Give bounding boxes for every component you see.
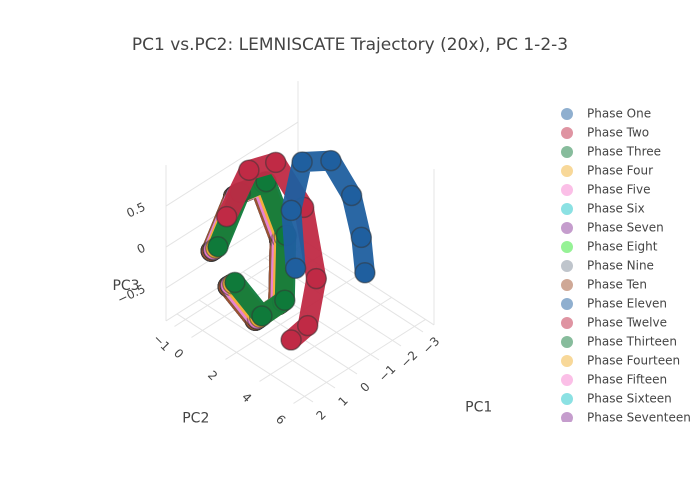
z-tick-label: 0 <box>135 241 148 257</box>
legend-label: Phase Two <box>587 126 649 140</box>
legend-label: Phase Three <box>587 145 661 159</box>
grid-line <box>293 318 426 404</box>
legend-marker <box>561 222 573 234</box>
legend-marker <box>561 203 573 215</box>
legend-marker <box>561 241 573 253</box>
point <box>296 314 319 337</box>
legend-label: Phase Fourteen <box>587 354 680 368</box>
x-tick-label: 0 <box>357 380 372 395</box>
legend-label: Phase One <box>587 107 651 121</box>
legend-marker <box>561 298 573 310</box>
point <box>224 271 246 294</box>
point <box>274 289 296 312</box>
point <box>305 267 328 290</box>
legend-label: Phase Ten <box>587 278 647 292</box>
legend-label: Phase Twelve <box>587 316 667 330</box>
point <box>284 257 307 280</box>
legend-marker <box>561 412 573 422</box>
legend-marker <box>561 393 573 405</box>
y-tick-label: 2 <box>205 368 220 383</box>
legend-label: Phase Nine <box>587 259 654 273</box>
legend-label: Phase Eleven <box>587 297 667 311</box>
legend: Phase One Phase Two Phase Three Phase Four P… <box>561 107 691 425</box>
legend-label: Phase Five <box>587 183 651 197</box>
point <box>291 151 313 173</box>
y-tick-label: 6 <box>273 412 288 427</box>
x-tick-label: 2 <box>313 408 328 423</box>
legend-marker <box>561 374 573 386</box>
y-tick-label: 4 <box>239 390 254 405</box>
y-axis-title: PC2 <box>182 410 209 426</box>
grid-line <box>165 121 299 207</box>
point <box>320 149 342 172</box>
grid-line <box>176 313 314 403</box>
x-tick-label: 1 <box>335 394 350 409</box>
legend-label: Phase Fifteen <box>587 373 667 387</box>
z-tick-label: 0.5 <box>124 200 147 221</box>
y-tick-label: 0 <box>171 346 186 361</box>
point <box>340 184 363 207</box>
x-tick-label: −1 <box>376 362 398 384</box>
legend-marker <box>561 108 573 120</box>
legend-marker <box>561 165 573 177</box>
legend-label: Phase Seven <box>587 221 664 235</box>
z-axis-title: PC3 <box>112 278 139 294</box>
legend-label: Phase Four <box>587 164 653 178</box>
legend-marker <box>561 127 573 139</box>
legend-label: Phase Six <box>587 202 645 216</box>
chart-title: PC1 vs.PC2: LEMNISCATE Trajectory (20x),… <box>132 35 568 55</box>
point <box>280 329 302 351</box>
grid-line <box>198 299 336 389</box>
legend-label: Phase Sixteen <box>587 392 672 406</box>
point <box>251 305 273 327</box>
point <box>350 226 373 249</box>
point <box>280 199 303 222</box>
point <box>354 262 376 284</box>
legend-marker <box>561 317 573 329</box>
legend-marker <box>561 146 573 158</box>
x-tick-label: −3 <box>420 334 442 356</box>
legend-marker <box>561 336 573 348</box>
legend-label: Phase Thirteen <box>587 335 677 349</box>
legend-marker <box>561 279 573 291</box>
legend-label: Phase Seventeen <box>587 411 691 425</box>
point <box>238 159 260 181</box>
point <box>215 205 238 228</box>
grid-line <box>259 296 392 382</box>
y-tick-label: −1 <box>150 331 172 353</box>
legend-marker <box>561 260 573 272</box>
x-axis-title: PC1 <box>465 400 492 416</box>
legend-label: Phase Eight <box>587 240 658 254</box>
legend-marker <box>561 355 573 367</box>
legend-marker <box>561 184 573 196</box>
x-tick-label: −2 <box>398 348 420 370</box>
point <box>207 236 229 258</box>
grid-line <box>225 274 358 360</box>
point <box>264 151 287 174</box>
